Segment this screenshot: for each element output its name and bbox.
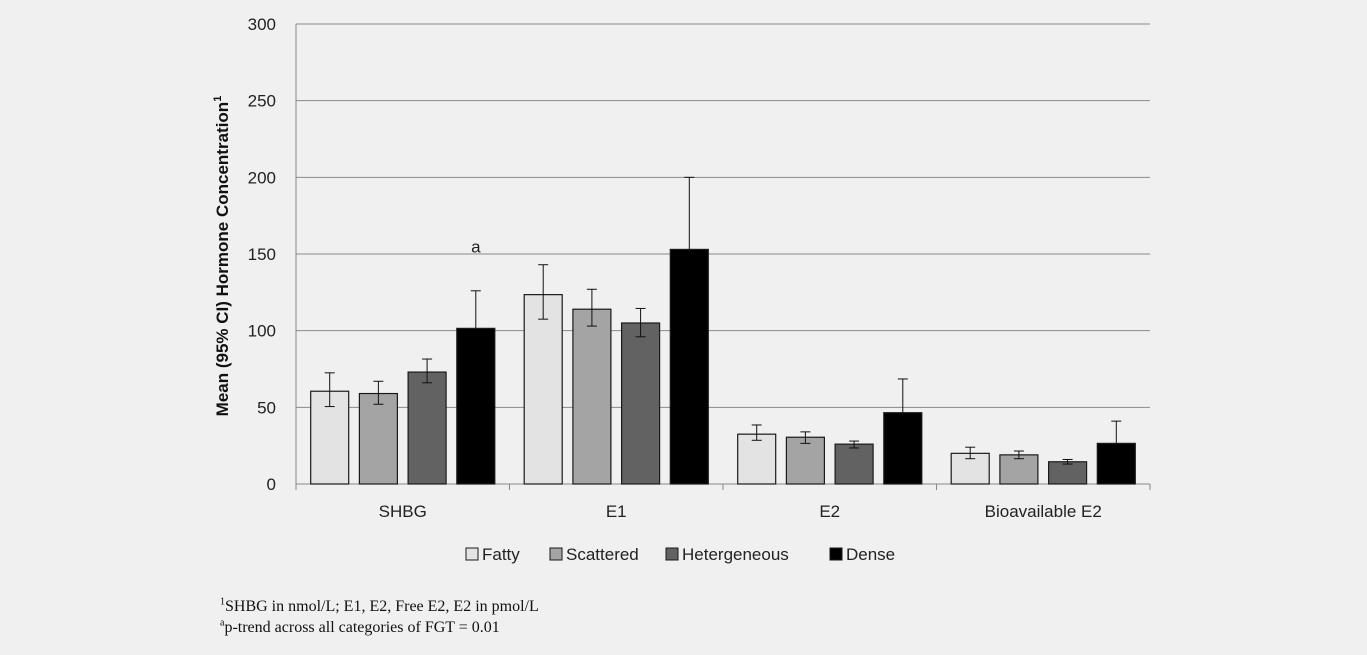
error-bar: [965, 446, 976, 460]
bar-fatty-shbg: [310, 390, 350, 485]
legend-item: Scattered: [549, 545, 639, 564]
legend-swatch: [665, 547, 679, 561]
legend-swatch: [465, 547, 479, 561]
bar-fatty-e1: [523, 294, 563, 485]
footnote-text: SHBG in nmol/L; E1, E2, Free E2, E2 in p…: [225, 598, 539, 615]
bar-hetergeneous-e1: [620, 322, 661, 485]
error-bar: [1111, 420, 1122, 444]
legend-item: Hetergeneous: [665, 545, 789, 564]
error-bar: [422, 358, 433, 384]
bar-hetergeneous-bioavailable-e2: [1047, 461, 1088, 485]
y-tick-label: 100: [248, 322, 276, 341]
x-category-label: E2: [819, 502, 840, 521]
bar-hetergeneous-shbg: [407, 371, 447, 485]
legend-item: Fatty: [465, 545, 520, 564]
error-bar: [586, 288, 597, 327]
bar-scattered-e1: [572, 308, 612, 485]
bar-dense-bioavailable-e2: [1096, 442, 1136, 485]
error-bar: [897, 378, 908, 413]
error-bar: [751, 424, 762, 441]
error-bar: [800, 431, 811, 444]
footnotes: 1SHBG in nmol/L; E1, E2, Free E2, E2 in …: [220, 596, 539, 638]
y-tick-label: 200: [248, 168, 276, 187]
bar-fatty-e2: [737, 433, 777, 485]
x-category-label: E1: [606, 502, 627, 521]
y-tick-label: 250: [248, 92, 276, 111]
bar-dense-e1: [669, 248, 709, 485]
x-category-label: Bioavailable E2: [985, 502, 1102, 521]
footnote-mark: a: [220, 617, 225, 629]
legend-item: Dense: [829, 545, 895, 564]
y-tick-label: 300: [248, 15, 276, 34]
chart-area: 0 50 100 150 200 250 300 SHBG E1 E2 Bioavailable E…: [212, 15, 1151, 564]
error-bar: [324, 372, 335, 408]
y-tick-label: 150: [248, 245, 276, 264]
footnote-trend: ap-trend across all categories of FGT = …: [220, 617, 539, 638]
x-category-label: SHBG: [379, 502, 427, 521]
error-bar: [538, 264, 549, 320]
error-bar: [373, 380, 384, 405]
significance-annotation: a: [471, 238, 481, 257]
bar-scattered-shbg: [358, 392, 398, 485]
footnote-text: p-trend across all categories of FGT = 0…: [224, 619, 500, 636]
error-bar: [1013, 450, 1024, 460]
legend-label: Dense: [846, 545, 895, 564]
bar-dense-e2: [883, 412, 923, 485]
footnote-units: 1SHBG in nmol/L; E1, E2, Free E2, E2 in …: [220, 596, 539, 617]
error-bar: [849, 440, 860, 449]
error-bar: [470, 290, 481, 329]
bar-chart: 0 50 100 150 200 250 300 SHBG E1 E2 Bioavailable E…: [212, 15, 1151, 564]
y-tick-label: 0: [267, 475, 276, 494]
error-bar: [635, 307, 646, 338]
error-bar: [1062, 458, 1073, 465]
y-tick-label: 50: [257, 398, 276, 417]
y-axis-title: Mean (95% CI) Hormone Concentration1: [212, 96, 232, 417]
legend-swatch: [829, 547, 843, 561]
error-bar: [684, 176, 695, 250]
footnote-mark: 1: [220, 596, 225, 608]
bar-scattered-e2: [785, 436, 826, 485]
legend-label: Scattered: [566, 545, 639, 564]
bar-hetergeneous-e2: [834, 443, 874, 485]
legend: Fatty Scattered Hetergeneous Dense: [465, 545, 895, 564]
legend-swatch: [549, 547, 563, 561]
legend-label: Fatty: [482, 545, 520, 564]
legend-label: Hetergeneous: [682, 545, 789, 564]
bar-scattered-bioavailable-e2: [999, 454, 1039, 485]
bar-dense-shbg: [456, 327, 496, 485]
